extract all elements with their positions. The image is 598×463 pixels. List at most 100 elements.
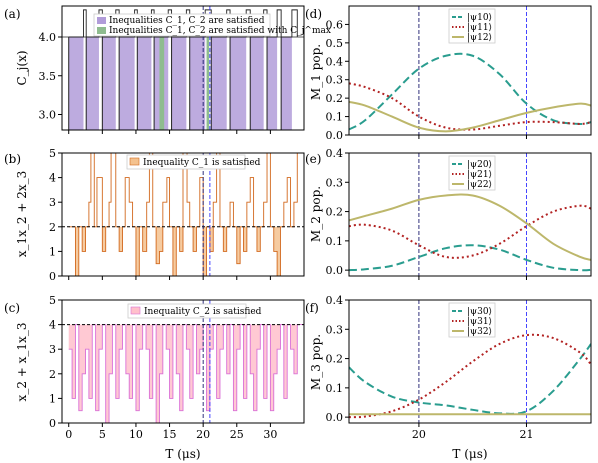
panel-f-legend: |ψ30⟩|ψ31⟩|ψ32⟩ [448, 302, 496, 338]
satisfied-interval [267, 37, 278, 130]
legend-swatch-c1 [129, 157, 140, 166]
panel-e-axes: 0.0 0.1 0.2 0.3 0.4 [326, 147, 527, 280]
panel-a-ytick-label: 3.0 [39, 109, 57, 122]
panel-e-ytick-label: 0.1 [326, 235, 344, 248]
panel-b-ytick-label: 1 [49, 245, 56, 258]
panel-f-axes: 0.0 0.1 0.2 0.3 0.4 20 21 [326, 294, 534, 441]
max-interval [206, 37, 210, 130]
panel-d-label: (d) [305, 7, 322, 21]
panel-b-ytick-label: 4 [49, 172, 56, 185]
panel-a: 3.0 3.5 4.0 Inequalities C_1, C_2 are sati… [4, 5, 331, 134]
panel-c-ytick-label: 4 [49, 319, 56, 332]
panel-a-ylabel: C_j(x) [15, 50, 29, 85]
panel-d-axes: 0.0 0.1 0.2 0.3 0.4 0.5 0.6 [326, 18, 527, 142]
legend-label-f-2: |ψ32⟩ [467, 327, 492, 337]
panel-b-ylabel: x_1x_2 + 2x_3 [15, 171, 29, 258]
legend-label-satisfied: Inequalities C_1, C_2 are satisfied [109, 16, 265, 26]
panel-d-series-0 [349, 52, 591, 131]
panel-b-legend: Inequality C_1 is satisfied [126, 154, 261, 170]
panel-e-ytick-label: 0.4 [326, 147, 344, 160]
satisfied-interval [68, 37, 84, 130]
panel-b-ytick-label: 2 [49, 221, 56, 234]
satisfied-interval [189, 37, 206, 130]
panel-d-ytick-label: 0.3 [326, 74, 344, 87]
panel-e-ytick-label: 0.0 [326, 264, 344, 277]
panel-b: 0 1 2 3 4 5 Inequality C_1 is satisfied (b) x… [4, 147, 305, 283]
panel-c-step-line [68, 324, 304, 423]
panel-d-legend: |ψ10⟩|ψ11⟩|ψ12⟩ [448, 8, 496, 44]
legend-label-e-0: |ψ20⟩ [467, 160, 492, 170]
panel-b-frame [61, 152, 305, 277]
legend-label-d-2: |ψ12⟩ [467, 33, 492, 43]
panel-c-content [62, 300, 304, 423]
legend-swatch-max [97, 27, 106, 34]
panel-c-ytick-label: 2 [49, 368, 56, 381]
panel-d-ytick-label: 0.6 [326, 18, 344, 31]
panel-b-ytick-label: 5 [49, 147, 56, 160]
satisfied-interval [250, 37, 264, 130]
panel-d-ytick-label: 0.0 [326, 129, 344, 142]
panel-e-series-2 [349, 193, 591, 261]
panel-f-ylabel: M_3 pop. [309, 334, 323, 390]
panel-b-content [62, 153, 304, 276]
legend-swatch-c2 [130, 306, 141, 315]
panel-c-ytick-label: 1 [49, 392, 56, 405]
panel-f-ytick-label: 0.3 [326, 323, 344, 336]
panel-d-series-2 [349, 100, 591, 133]
panel-e-content [349, 153, 591, 276]
panel-c-xtick-label: 5 [99, 428, 106, 441]
panel-e-series-1 [349, 204, 591, 259]
panel-d-ytick-label: 0.4 [326, 55, 344, 68]
panel-d-content [349, 6, 591, 135]
panel-f-series-0 [349, 343, 591, 415]
panel-e-ytick-label: 0.2 [326, 206, 344, 219]
panel-c-axes: 0 1 2 3 4 5 0 5 10 15 20 25 30 [49, 294, 277, 441]
panel-f-ytick-label: 0.4 [326, 294, 344, 307]
panel-a-frame [61, 5, 305, 131]
satisfied-interval [230, 37, 247, 130]
legend-swatch-satisfied [97, 17, 106, 24]
panel-c-xtick-label: 15 [163, 428, 177, 441]
panel-d-ytick-label: 0.5 [326, 37, 344, 50]
panel-c-frame [61, 299, 305, 424]
legend-label-max: Inequalities C_1, C_2 are satisfied with… [109, 26, 331, 36]
panel-c-xtick-label: 10 [129, 428, 143, 441]
panel-b-ytick-label: 3 [49, 196, 56, 209]
legend-label-c2: Inequality C_2 is satisfied [144, 307, 262, 317]
legend-label-e-2: |ψ22⟩ [467, 180, 492, 190]
panel-d-series-1 [349, 82, 591, 131]
panel-f-label: (f) [305, 301, 319, 315]
panel-d: 0.0 0.1 0.2 0.3 0.4 0.5 0.6 |ψ10⟩|ψ11⟩|ψ12⟩ (d… [305, 5, 592, 142]
satisfied-interval [86, 37, 99, 130]
satisfied-interval [211, 37, 227, 130]
legend-label-e-1: |ψ21⟩ [467, 170, 492, 180]
panel-e-ylabel: M_2 pop. [309, 186, 323, 242]
panel-d-frame [348, 5, 592, 136]
legend-label-d-1: |ψ11⟩ [467, 23, 492, 33]
panel-a-legend: Inequalities C_1, C_2 are satisfied Ineq… [93, 13, 331, 37]
panel-a-ytick-label: 4.0 [39, 31, 57, 44]
panel-e-label: (e) [305, 152, 321, 166]
panel-d-ytick-label: 0.1 [326, 111, 344, 124]
panel-d-ylabel: M_1 pop. [309, 44, 323, 100]
satisfied-interval [102, 37, 116, 130]
satisfied-interval [171, 37, 187, 130]
panel-c-ytick-label: 5 [49, 294, 56, 307]
legend-label-f-1: |ψ31⟩ [467, 317, 492, 327]
legend-label-c1: Inequality C_1 is satisfied [143, 158, 261, 168]
panel-f: 0.00.10.20.30.420 21 |ψ30⟩|ψ31⟩|ψ32⟩ (f) … [305, 294, 592, 461]
panel-a-label: (a) [4, 7, 21, 21]
satisfied-interval [137, 37, 152, 130]
legend-label-f-0: |ψ30⟩ [467, 307, 492, 317]
panel-b-step-line [68, 153, 304, 276]
satisfied-interval [281, 37, 292, 130]
panel-f-xtick-label: 21 [519, 428, 533, 441]
panel-c-label: (c) [4, 301, 20, 315]
panel-a-ytick-label: 3.5 [39, 70, 57, 83]
panel-a-axes: 3.0 3.5 4.0 [39, 31, 271, 134]
panel-c-xtick-label: 20 [196, 428, 210, 441]
panel-d-ytick-label: 0.2 [326, 92, 344, 105]
satisfied-interval [119, 37, 135, 130]
panel-b-axes: 0 1 2 3 4 5 [49, 147, 271, 283]
